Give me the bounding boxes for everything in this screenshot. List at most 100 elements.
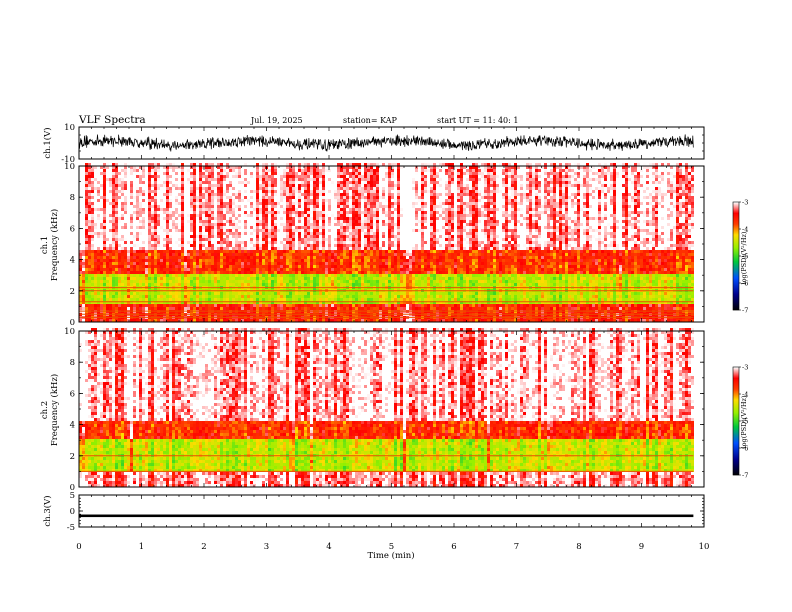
spectrogram-cell [496,283,499,286]
spectrogram-cell [691,319,694,322]
spectrogram-cell [190,280,193,283]
spectrogram-cell [391,307,394,310]
spectrogram-cell [529,259,532,262]
spectrogram-cell [163,250,166,253]
spectrogram-cell [268,292,271,295]
spectrogram-cell [481,319,484,322]
spectrogram-cell [85,292,88,295]
spectrogram-cell [547,277,550,280]
spectrogram-cell [628,292,631,295]
spectrogram-cell [322,253,325,256]
spectrogram-cell [340,301,343,304]
spectrogram-cell [349,256,352,259]
spectrogram-cell [163,265,166,268]
spectrogram-cell [379,262,382,265]
spectrogram-cell [223,319,226,322]
spectrogram-cell [547,319,550,322]
spectrogram-cell [448,292,451,295]
spectrogram-cell [208,292,211,295]
spectrogram-cell [523,298,526,301]
spectrogram-cell [658,268,661,271]
spectrogram-cell [637,256,640,259]
spectrogram-cell [121,298,124,301]
spectrogram-cell [238,265,241,268]
spectrogram-cell [391,253,394,256]
spectrogram-cell [616,292,619,295]
spectrogram-cell [100,277,103,280]
spectrogram-cell [127,283,130,286]
spectrogram-cell [229,253,232,256]
spectrogram-cell [553,268,556,271]
spectrogram-cell [277,277,280,280]
spectrogram-cell [451,283,454,286]
spectrogram-cell [223,304,226,307]
spectrogram-cell [361,292,364,295]
spectrogram-cell [640,304,643,307]
spectrogram-cell [208,298,211,301]
spectrogram-cell [508,274,511,277]
spectrogram-cell [460,271,463,274]
spectrogram-cell [334,319,337,322]
spectrogram-cell [244,295,247,298]
spectrogram-cell [556,307,559,310]
spectrogram-cell [373,319,376,322]
spectrogram-cell [82,283,85,286]
spectrogram-cell [193,259,196,262]
spectrogram-cell [319,271,322,274]
spectrogram-cell [88,283,91,286]
spectrogram-cell [430,262,433,265]
spectrogram-cell [580,256,583,259]
y-tick-label: 10 [64,123,75,133]
spectrogram-cell [322,307,325,310]
spectrogram-cell [421,274,424,277]
spectrogram-cell [655,268,658,271]
spectrogram-cell [79,250,82,253]
spectrogram-cell [82,271,85,274]
spectrogram-cell [370,268,373,271]
spectrogram-cell [418,292,421,295]
spectrogram-cell [184,262,187,265]
spectrogram-cell [643,274,646,277]
spectrogram-cell [169,280,172,283]
spectrogram-cell [130,268,133,271]
spectrogram-cell [655,271,658,274]
spectrogram-cell [625,280,628,283]
spectrogram-cell [292,319,295,322]
spectrogram-cell [100,292,103,295]
spectrogram-cell [205,256,208,259]
spectrogram-cell [331,283,334,286]
spectrogram-cell [616,259,619,262]
spectrogram-cell [169,304,172,307]
spectrogram-cell [106,307,109,310]
spectrogram-cell [505,301,508,304]
spectrogram-cell [331,268,334,271]
spectrogram-cell [640,274,643,277]
spectrogram-cell [322,274,325,277]
spectrogram-cell [691,265,694,268]
spectrogram-cell [673,277,676,280]
spectrogram-cell [430,277,433,280]
spectrogram-cell [115,295,118,298]
spectrogram-cell [193,292,196,295]
spectrogram-cell [364,259,367,262]
spectrogram-cell [454,280,457,283]
spectrogram-cell [91,268,94,271]
spectrogram-cell [136,292,139,295]
spectrogram-cell [385,304,388,307]
spectrogram-cell [94,304,97,307]
spectrogram-cell [508,277,511,280]
spectrogram-cell [340,271,343,274]
spectrogram-cell [553,253,556,256]
spectrogram-cell [478,277,481,280]
spectrogram-cell [277,274,280,277]
spectrogram-cell [400,274,403,277]
spectrogram-cell [634,259,637,262]
spectrogram-cell [640,298,643,301]
spectrogram-cell [520,250,523,253]
spectrogram-cell [691,271,694,274]
spectrogram-cell [415,256,418,259]
spectrogram-cell [577,301,580,304]
spectrogram-cell [256,277,259,280]
spectrogram-cell [421,256,424,259]
spectrogram-cell [451,292,454,295]
